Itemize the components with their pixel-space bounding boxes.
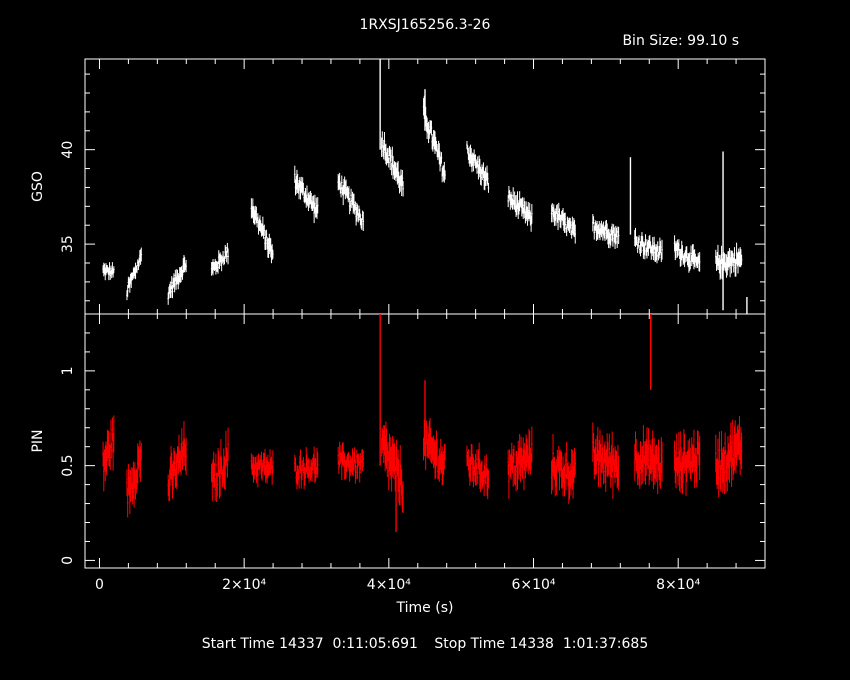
time-footer: Start Time 14337 0:11:05:691 Stop Time 1…	[0, 636, 850, 652]
gso-y-axis-label: GSO	[30, 171, 46, 202]
gso-segment	[210, 242, 229, 276]
x-axis-label: Time (s)	[396, 600, 454, 616]
pin-segment	[250, 449, 274, 488]
pin-segment	[293, 446, 319, 490]
gso-segment	[337, 172, 365, 231]
pin-segment	[715, 416, 743, 498]
pin-segment	[337, 441, 365, 484]
x-tick-label: 6×10⁴	[511, 577, 555, 593]
gso-segment	[102, 262, 115, 281]
pin-segment	[210, 427, 229, 502]
pin-y-tick-label: 0	[60, 556, 76, 565]
gso-segment	[715, 242, 743, 280]
gso-y-tick-label: 40	[60, 141, 76, 159]
gso-segment	[250, 198, 274, 264]
gso-segment	[633, 227, 663, 264]
gso-series	[102, 59, 748, 314]
gso-segment	[380, 131, 404, 197]
pin-panel-frame	[84, 313, 766, 569]
pin-series	[102, 314, 743, 532]
x-tick-label: 4×10⁴	[367, 577, 411, 593]
x-axis: 0 2×10⁴ 4×10⁴ 6×10⁴ 8×10⁴	[95, 577, 701, 593]
start-time-label: Start Time 14337 0:11:05:691	[201, 636, 418, 652]
gso-segment	[673, 235, 701, 273]
pin-y-tick-label: 0.5	[60, 455, 76, 477]
x-tick-label: 0	[95, 577, 104, 593]
pin-segment	[507, 426, 533, 499]
pin-segment	[466, 442, 490, 500]
gso-segment	[422, 95, 446, 183]
gso-y-tick-label: 35	[60, 235, 76, 253]
stop-time-label: Stop Time 14338 1:01:37:685	[434, 636, 649, 652]
pin-y-axis-label: PIN	[30, 429, 46, 452]
gso-segment	[126, 247, 143, 301]
pin-segment	[102, 415, 115, 492]
chart-title: 1RXSJ165256.3-26	[360, 17, 491, 33]
pin-segment	[167, 421, 187, 502]
gso-segment	[507, 185, 533, 232]
x-tick-label: 8×10⁴	[656, 577, 700, 593]
pin-segment	[550, 433, 577, 504]
gso-segment	[167, 255, 187, 305]
gso-segment	[466, 140, 490, 193]
gso-segment	[592, 214, 620, 249]
x-tick-label: 2×10⁴	[222, 577, 266, 593]
pin-segment	[592, 422, 620, 499]
bin-size-label: Bin Size: 99.10 s	[622, 33, 739, 49]
gso-segment	[293, 165, 319, 224]
pin-segment	[422, 418, 446, 486]
pin-segment	[126, 440, 143, 518]
pin-segment	[673, 429, 701, 496]
pin-segment	[380, 421, 404, 513]
pin-segment	[633, 424, 663, 495]
gso-segment	[550, 202, 577, 244]
pin-y-tick-label: 1	[60, 366, 76, 375]
